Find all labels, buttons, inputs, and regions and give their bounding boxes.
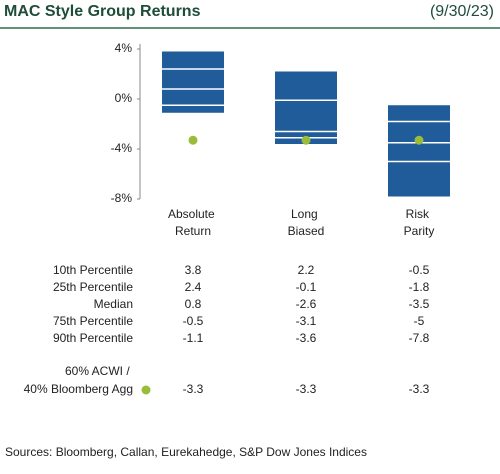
table-value: -5 — [414, 314, 425, 328]
row-label: 75th Percentile — [53, 314, 133, 328]
row-label: 25th Percentile — [53, 280, 133, 294]
y-tick-label: -8% — [111, 191, 133, 205]
row-label: 90th Percentile — [53, 331, 133, 345]
source-note: Sources: Bloomberg, Callan, Eurekahedge,… — [5, 445, 367, 459]
benchmark-dot — [414, 135, 424, 145]
row-label: Median — [94, 297, 133, 311]
table-value: -0.5 — [183, 314, 204, 328]
table-value: -1.8 — [409, 280, 430, 294]
y-tick-label: 4% — [115, 41, 133, 55]
benchmark-value: -3.3 — [183, 382, 204, 396]
table-value: -0.1 — [296, 280, 317, 294]
benchmark-legend-dot — [141, 385, 151, 395]
table-value: -1.1 — [183, 331, 204, 345]
chart-date: (9/30/23) — [430, 3, 494, 20]
benchmark-dot — [301, 135, 311, 145]
row-label: 10th Percentile — [53, 263, 133, 277]
category-label: Long Biased — [288, 207, 325, 238]
category-label: Risk Parity — [404, 207, 435, 238]
box — [388, 105, 450, 197]
table-value: -7.8 — [409, 331, 430, 345]
benchmark-dot — [188, 135, 198, 145]
benchmark-value: -3.3 — [409, 382, 430, 396]
box — [275, 71, 337, 144]
benchmark-value: -3.3 — [296, 382, 317, 396]
table-value: -3.1 — [296, 314, 317, 328]
table-value: -3.6 — [296, 331, 317, 345]
table-value: -0.5 — [409, 263, 430, 277]
table-value: 3.8 — [185, 263, 202, 277]
y-tick-label: 0% — [115, 91, 133, 105]
box — [162, 51, 224, 113]
table-value: -2.6 — [296, 297, 317, 311]
category-label: Absolute Return — [168, 207, 218, 238]
benchmark-label: 60% ACWI / 40% Bloomberg Agg — [24, 364, 133, 396]
chart-title: MAC Style Group Returns — [4, 3, 201, 20]
table-value: 2.2 — [298, 263, 315, 277]
table-value: 2.4 — [185, 280, 202, 294]
table-value: -3.5 — [409, 297, 430, 311]
y-tick-label: -4% — [111, 141, 133, 155]
table-value: 0.8 — [185, 297, 202, 311]
